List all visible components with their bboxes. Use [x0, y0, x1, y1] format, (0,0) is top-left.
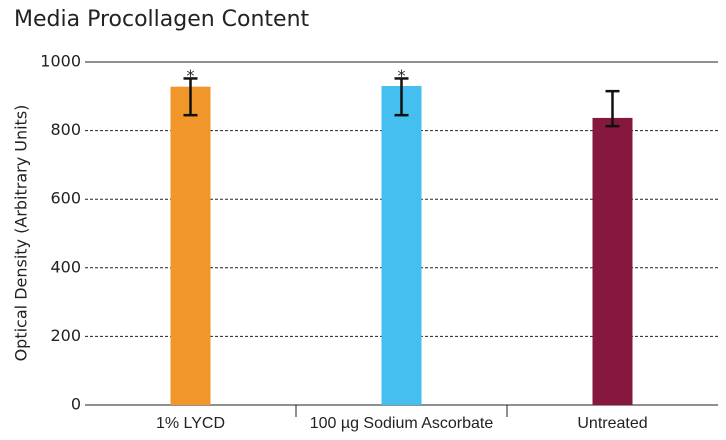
error-bar [394, 77, 409, 117]
chart-title: Media Procollagen Content [14, 7, 310, 32]
bar [170, 86, 211, 406]
y-tick-label: 0 [71, 395, 81, 414]
significance-marker: * [187, 66, 195, 85]
y-tick-label: 1000 [40, 52, 81, 71]
y-axis-label: Optical Density (Arbitrary Units) [12, 105, 31, 362]
x-tick-label: 100 µg Sodium Ascorbate [310, 415, 494, 432]
x-tick-label: Untreated [577, 415, 647, 432]
bar [381, 86, 422, 405]
error-bar [605, 89, 620, 128]
y-tick-label: 600 [50, 189, 81, 208]
y-tick-label: 200 [50, 326, 81, 345]
error-bar [183, 77, 198, 117]
y-tick-label: 800 [50, 120, 81, 139]
bar [592, 117, 633, 405]
x-tick-label: 1% LYCD [156, 415, 225, 432]
y-tick-label: 400 [50, 257, 81, 276]
significance-marker: * [398, 66, 406, 85]
